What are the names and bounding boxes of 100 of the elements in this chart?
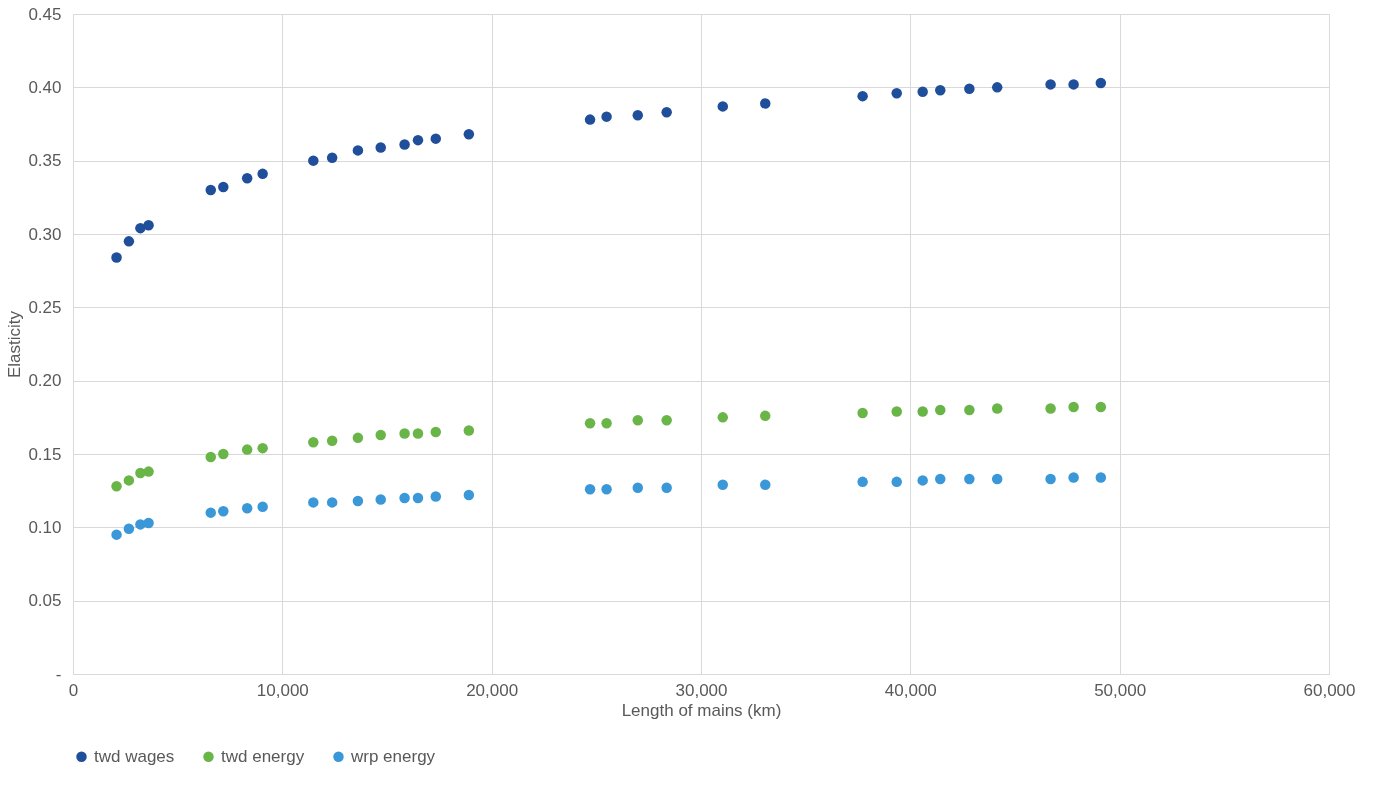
- point: [601, 417, 612, 429]
- y-axis-title: Elasticity: [5, 310, 25, 379]
- x-tick-label: 50,000: [1094, 680, 1147, 700]
- point: [632, 482, 644, 493]
- point: [326, 435, 338, 447]
- point: [857, 407, 868, 419]
- point: [111, 529, 122, 540]
- point: [218, 181, 229, 193]
- point: [308, 437, 319, 448]
- point: [463, 489, 475, 501]
- point: [205, 507, 216, 518]
- point: [218, 448, 229, 460]
- y-tick-label: 0.30: [28, 224, 62, 244]
- point: [584, 417, 596, 429]
- y-tick-label: 0.20: [28, 371, 62, 391]
- point: [352, 495, 364, 507]
- x-tick-label: 0: [68, 680, 79, 700]
- point: [241, 503, 253, 514]
- point: [857, 476, 868, 488]
- point: [412, 492, 424, 504]
- point: [430, 491, 442, 502]
- point: [111, 252, 122, 263]
- point: [991, 82, 1003, 93]
- x-tick-label: 60,000: [1303, 680, 1356, 700]
- point: [917, 475, 928, 486]
- legend-label: twd energy: [221, 746, 305, 766]
- point: [257, 168, 268, 180]
- point: [430, 133, 442, 144]
- point: [964, 83, 975, 95]
- point: [326, 152, 338, 163]
- x-tick-label: 20,000: [466, 680, 519, 700]
- y-tick-label: 0.25: [28, 297, 62, 317]
- point: [463, 129, 475, 140]
- point: [1045, 403, 1056, 414]
- point: [891, 406, 902, 417]
- legend-label: wrp energy: [350, 746, 436, 766]
- point: [917, 86, 928, 97]
- point: [399, 428, 410, 439]
- point: [399, 139, 410, 150]
- point: [241, 173, 253, 184]
- point: [1045, 79, 1056, 90]
- point: [991, 403, 1003, 414]
- y-tick-label: -: [55, 664, 62, 684]
- x-axis-title: Length of mains (km): [621, 700, 782, 720]
- y-tick-label: 0.40: [28, 77, 62, 97]
- point: [601, 111, 612, 122]
- point: [375, 429, 386, 441]
- point: [412, 428, 424, 439]
- point: [143, 517, 154, 529]
- y-tick-label: 0.10: [28, 517, 62, 537]
- point: [257, 442, 268, 454]
- point: [991, 473, 1003, 485]
- point: [375, 494, 386, 505]
- point: [760, 479, 771, 491]
- point: [857, 90, 868, 102]
- point: [1068, 472, 1079, 483]
- point: [661, 415, 672, 426]
- point: [326, 497, 338, 508]
- point: [917, 406, 928, 417]
- point: [308, 155, 319, 166]
- point: [935, 473, 946, 485]
- point: [123, 523, 135, 535]
- point: [1095, 472, 1107, 483]
- point: [760, 410, 771, 422]
- point: [891, 87, 902, 99]
- point: [760, 98, 771, 109]
- y-tick-label: 0.05: [28, 591, 62, 611]
- point: [111, 481, 122, 492]
- point: [205, 184, 216, 196]
- point: [218, 505, 229, 517]
- point: [632, 415, 644, 426]
- point: [632, 109, 644, 121]
- y-tick-label: 0.45: [28, 4, 62, 24]
- point: [412, 134, 424, 146]
- point: [601, 483, 612, 495]
- point: [241, 444, 253, 455]
- point: [935, 404, 946, 416]
- point: [205, 451, 216, 463]
- point: [717, 412, 729, 423]
- point: [352, 432, 364, 444]
- point: [935, 85, 946, 96]
- point: [584, 114, 596, 125]
- point: [584, 483, 596, 495]
- point: [399, 492, 410, 504]
- point: [1068, 79, 1079, 90]
- point: [964, 473, 975, 485]
- point: [1095, 401, 1107, 413]
- point: [717, 101, 729, 112]
- point: [717, 479, 729, 491]
- point: [661, 482, 672, 493]
- x-tick-label: 30,000: [675, 680, 728, 700]
- point: [891, 476, 902, 488]
- point: [143, 466, 154, 477]
- point: [964, 404, 975, 416]
- x-tick-label: 40,000: [884, 680, 937, 700]
- x-tick-label: 10,000: [256, 680, 309, 700]
- point: [308, 497, 319, 508]
- point: [135, 222, 146, 234]
- point: [143, 219, 154, 231]
- point: [463, 425, 475, 436]
